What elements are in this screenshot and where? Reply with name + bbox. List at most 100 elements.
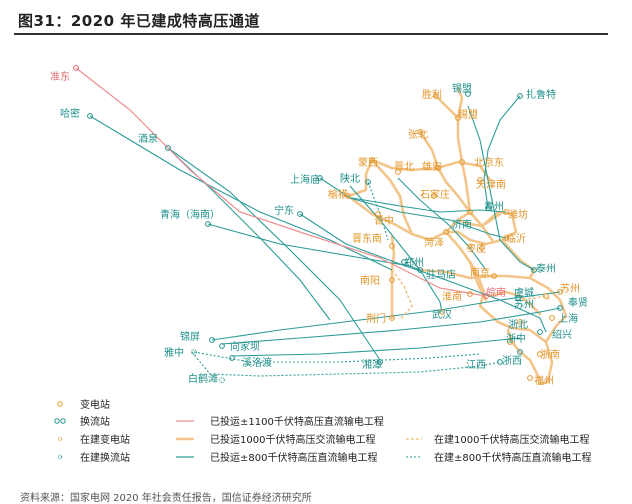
station-xiongan bbox=[435, 165, 441, 171]
label-suzhou-zhong: 苏州 bbox=[514, 298, 534, 311]
dc-ningdong-shaoxing bbox=[299, 213, 547, 333]
label-linyi: 临沂 bbox=[506, 232, 526, 245]
label-nanjing: 南京 bbox=[470, 266, 490, 279]
station-zhenan bbox=[537, 351, 543, 357]
dc-jiuquan-xiangtan bbox=[167, 147, 381, 361]
station-jiangxi bbox=[497, 359, 503, 365]
label-shaoxing: 绍兴 bbox=[552, 328, 572, 341]
station-wuhan bbox=[439, 309, 445, 315]
station-qingzhou bbox=[485, 205, 491, 211]
station-zhezhong bbox=[507, 339, 513, 345]
label-zhengzhou: 郑州 bbox=[404, 256, 424, 269]
label-xilimeng: 锡盟 bbox=[458, 108, 478, 121]
station-xiangjiaba bbox=[219, 343, 225, 349]
label-qingzhou: 青州 bbox=[484, 200, 504, 213]
station-zhumadian bbox=[417, 267, 423, 273]
label-shengli: 胜利 bbox=[422, 89, 442, 101]
station-beijingdong bbox=[459, 159, 465, 165]
label-zhexi: 浙西 bbox=[502, 355, 522, 367]
label-jindongnan: 晋东南 bbox=[352, 232, 382, 245]
ac-line-ximeng-north bbox=[456, 86, 472, 214]
station-jiuquan bbox=[165, 145, 171, 151]
label-jinzhong: 晋中 bbox=[374, 214, 394, 227]
station-menxi bbox=[369, 157, 375, 163]
station-zhalute bbox=[517, 93, 523, 99]
label-wannan: 皖南 bbox=[486, 286, 506, 299]
label-qinghai: 青海（海南） bbox=[160, 208, 220, 221]
label-zhundong: 准东 bbox=[50, 70, 70, 83]
station-jinbei bbox=[395, 169, 401, 175]
label-zhenan: 浙南 bbox=[540, 348, 560, 361]
station-huainan bbox=[467, 291, 473, 297]
station-suzhou-nan bbox=[543, 293, 549, 299]
legend-converter-label: 换流站 bbox=[80, 415, 110, 428]
dc-xiangjiaba-fengxian bbox=[221, 307, 561, 345]
label-shaanbei: 陕北 bbox=[340, 172, 360, 185]
station-zhengzhou bbox=[401, 259, 407, 265]
ac-building-jingmen bbox=[391, 269, 413, 321]
label-zhangbei: 张北 bbox=[408, 129, 428, 141]
dc-qinghai-zhumadian bbox=[207, 223, 421, 271]
ac-line-yulin bbox=[346, 194, 414, 236]
legend-ac1000-label: 已投运1000千伏特高压交流输电工程 bbox=[210, 433, 375, 446]
legend-converter-building-icon bbox=[57, 454, 63, 460]
station-heze bbox=[443, 229, 449, 235]
station-shaoxing bbox=[537, 329, 543, 335]
ac-line-east-ring bbox=[476, 274, 568, 344]
ac-line-huainan bbox=[468, 260, 488, 302]
ac-line-zhangbei bbox=[418, 130, 494, 242]
label-beijingdong: 北京东 bbox=[474, 156, 504, 169]
legend-substation-building-icon bbox=[57, 436, 63, 442]
label-xiongan: 雄安 bbox=[422, 160, 442, 173]
station-xilimeng bbox=[455, 115, 461, 121]
station-linyi bbox=[503, 235, 509, 241]
station-xiangtan bbox=[377, 359, 383, 365]
label-yulin: 榆横 bbox=[328, 188, 348, 201]
ac-line-huadong bbox=[444, 230, 554, 386]
station-weifang bbox=[503, 209, 509, 215]
label-ximeng: 锡盟 bbox=[452, 82, 472, 95]
station-zhundong bbox=[73, 65, 79, 71]
dc-shaanbei-wuhan bbox=[349, 185, 443, 313]
label-xiluodu: 溪洛渡 bbox=[242, 356, 272, 369]
label-jingmen: 荆门 bbox=[366, 312, 386, 325]
station-jinping bbox=[209, 337, 215, 343]
label-taizhou: 泰州 bbox=[536, 262, 556, 275]
legend-dc800-label: 已投运±800千伏特高压直流输电工程 bbox=[210, 451, 377, 464]
label-zhumadian: 驻马店 bbox=[426, 268, 456, 281]
legend-substation-building-label: 在建变电站 bbox=[80, 433, 130, 446]
label-jiangxi: 江西 bbox=[466, 359, 486, 371]
label-shanghaimiao: 上海庙 bbox=[290, 173, 320, 186]
label-fuzhou: 福州 bbox=[534, 374, 554, 387]
station-nanyang bbox=[389, 277, 395, 283]
label-zhalute: 扎鲁特 bbox=[526, 88, 556, 101]
label-baihetan: 白鹤滩 bbox=[188, 372, 218, 385]
figure-title: 图31：2020 年已建成特高压通道 bbox=[18, 12, 260, 30]
dc-zhalute-qingzhou bbox=[483, 95, 521, 209]
station-xiluodu bbox=[229, 355, 235, 361]
station-wannan bbox=[483, 293, 489, 299]
label-wuhan: 武汉 bbox=[432, 308, 452, 321]
dc-jinping-suzhou bbox=[211, 291, 561, 341]
label-xiangjiaba: 向家坝 bbox=[230, 340, 260, 353]
station-baihetan bbox=[219, 377, 225, 383]
station-yazhong bbox=[191, 349, 197, 355]
station-jinan bbox=[467, 209, 473, 215]
label-fengxian: 奉贤 bbox=[568, 296, 588, 309]
label-weifang: 潍坊 bbox=[508, 208, 528, 221]
legend-dc800-building-label: 在建±800千伏特高压直流输电工程 bbox=[434, 451, 591, 464]
legend-dc1100-label: 已投运±1100千伏特高压直流输电工程 bbox=[210, 415, 384, 428]
station-taizhou bbox=[531, 267, 537, 273]
label-shijiazhuang: 石家庄 bbox=[420, 188, 450, 201]
label-zaozhuang: 枣庄 bbox=[466, 242, 486, 255]
station-yulin bbox=[345, 193, 351, 199]
label-shanghai: 上海 bbox=[558, 312, 578, 325]
legend: 变电站 换流站 在建变电站 在建换流站 已投运±1100千伏特高压直流输电工程 … bbox=[54, 398, 591, 464]
label-huainan: 淮南 bbox=[442, 290, 462, 303]
label-yucheng: 虞城 bbox=[514, 286, 534, 299]
title-rule bbox=[14, 33, 608, 35]
dc-shaanbei-hubei bbox=[367, 181, 389, 241]
dc-zhundong-wannan bbox=[75, 67, 487, 297]
station-shengli bbox=[433, 93, 439, 99]
